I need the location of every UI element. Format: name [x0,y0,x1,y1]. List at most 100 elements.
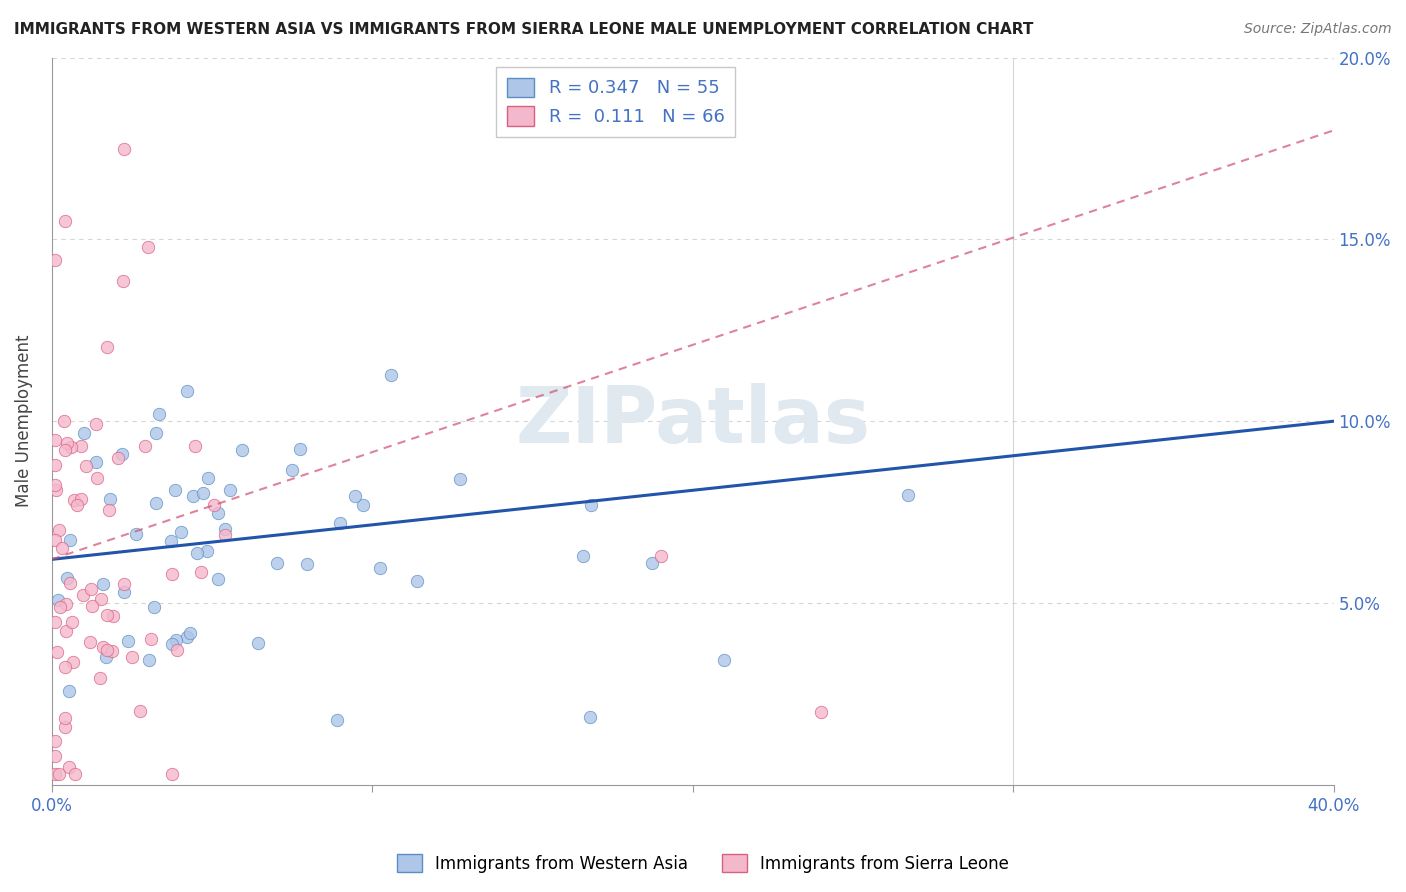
Point [44,433,66,447]
Point [190,565,212,579]
Point [266,556,288,570]
Point [214,528,236,542]
Point [181,489,204,503]
Point [100,491,122,506]
Point [449,472,471,486]
Point [142,600,165,615]
Point [58,533,80,548]
Point [246,636,269,650]
Point [44,478,66,492]
Point [368,561,391,575]
Point [197,471,219,485]
Point [162,767,184,781]
Point [59,440,82,454]
Point [96,608,118,623]
Point [69,439,91,453]
Point [207,506,229,520]
Point [97,503,120,517]
Text: Source: ZipAtlas.com: Source: ZipAtlas.com [1244,22,1392,37]
Point [141,632,163,646]
Point [179,626,201,640]
Point [160,534,183,549]
Point [112,142,135,156]
Point [86,455,108,469]
Point [52,414,75,428]
Point [53,711,76,725]
Point [63,492,86,507]
Point [100,644,122,658]
Point [111,447,134,461]
Point [53,442,76,457]
Point [86,417,108,431]
Point [202,499,225,513]
Point [75,459,97,474]
Point [94,650,117,665]
Point [191,485,214,500]
Point [136,240,159,254]
Point [48,767,70,781]
Point [810,705,832,719]
Point [53,214,76,228]
Point [184,438,207,452]
Point [44,734,66,748]
Point [117,634,139,648]
Point [89,672,111,686]
Point [214,522,236,536]
Point [288,442,311,457]
Point [326,713,349,727]
Point [111,274,134,288]
Point [713,653,735,667]
Point [125,527,148,541]
Point [112,585,135,599]
Point [103,608,125,623]
Point [48,523,70,537]
Text: IMMIGRANTS FROM WESTERN ASIA VS IMMIGRANTS FROM SIERRA LEONE MALE UNEMPLOYMENT C: IMMIGRANTS FROM WESTERN ASIA VS IMMIGRAN… [14,22,1033,37]
Point [145,496,167,510]
Point [62,656,84,670]
Point [55,720,77,734]
Point [44,458,66,473]
Point [44,767,66,781]
Point [295,557,318,571]
Point [112,576,135,591]
Point [72,588,94,602]
Point [66,498,89,512]
Point [578,710,600,724]
Point [44,533,66,547]
Point [70,491,93,506]
Point [380,368,402,383]
Point [48,600,70,615]
Point [572,549,595,563]
Point [343,489,366,503]
Point [186,546,208,560]
Point [160,637,183,651]
Point [59,576,82,591]
Point [80,582,103,596]
Point [96,642,118,657]
Point [73,426,96,441]
Point [128,704,150,718]
Point [195,543,218,558]
Point [58,683,80,698]
Point [107,450,129,465]
Point [352,499,374,513]
Point [90,591,112,606]
Point [219,483,242,497]
Point [231,442,253,457]
Point [138,653,160,667]
Point [134,439,156,453]
Point [163,483,186,498]
Y-axis label: Male Unemployment: Male Unemployment [15,335,32,508]
Point [329,516,352,530]
Point [55,624,77,638]
Point [281,463,304,477]
Point [176,630,198,644]
Point [166,643,188,657]
Point [56,571,79,585]
Point [91,576,114,591]
Point [650,549,672,563]
Point [44,252,66,267]
Point [641,556,664,570]
Point [579,498,602,512]
Point [55,597,77,611]
